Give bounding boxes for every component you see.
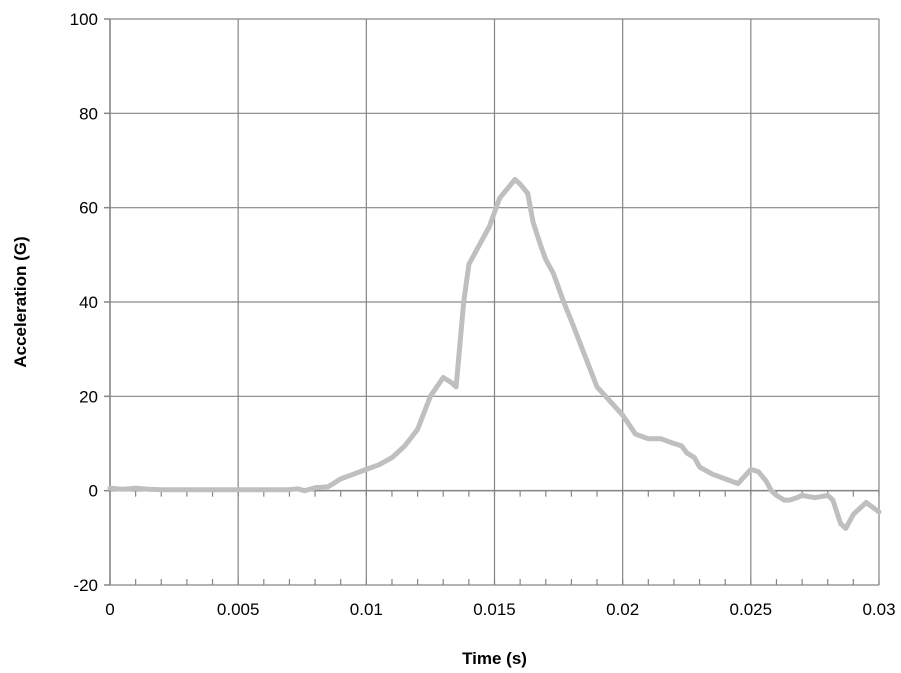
tick-labels: -20 0 20 40 60 80 100 0 0.005 0.01 0.015 0.02 0.025 0… [70,10,896,619]
grid [109,18,880,586]
y-tick-label: -20 [73,576,98,595]
x-tick-label: 0.02 [606,600,639,619]
x-tick-label: 0.005 [217,600,260,619]
x-axis-title: Time (s) [462,649,527,668]
series-layer [107,176,882,531]
y-tick-label: 80 [79,104,98,123]
x-tick-label: 0.01 [350,600,383,619]
y-axis-title: Acceleration (G) [11,236,30,367]
y-tick-label: 40 [79,293,98,312]
y-tick-label: 100 [70,10,98,29]
x-tick-label: 0 [105,600,114,619]
series-line [107,176,882,531]
y-tick-label: 0 [89,482,98,501]
x-tick-label: 0.025 [730,600,773,619]
x-tick-label: 0.015 [473,600,516,619]
y-tick-label: 20 [79,387,98,406]
y-tick-label: 60 [79,199,98,218]
x-tick-label: 0.03 [862,600,895,619]
